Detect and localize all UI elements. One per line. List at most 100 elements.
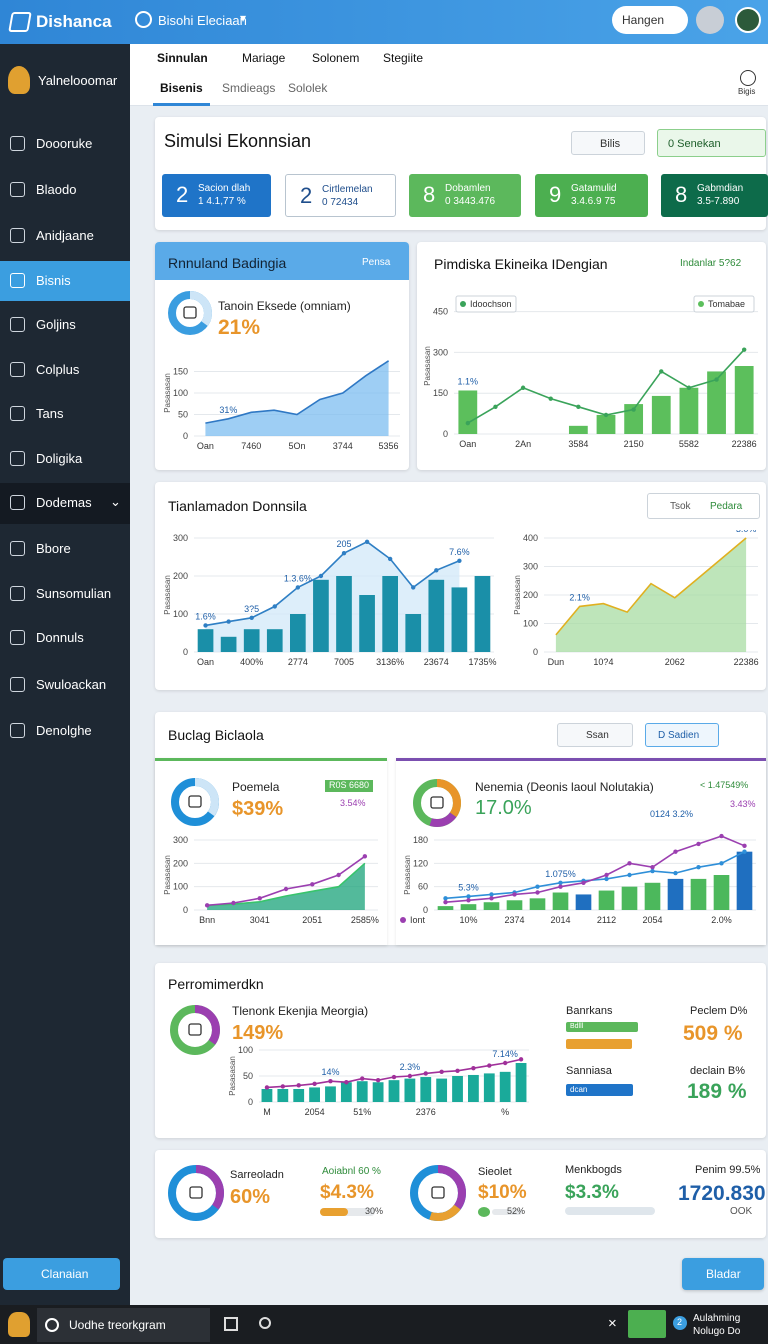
nav-item: Tans	[36, 406, 64, 421]
start-icon[interactable]	[8, 1312, 30, 1337]
stat-label: Penim 99.5%	[695, 1164, 761, 1176]
tab-underline	[153, 103, 210, 106]
taskbar-icon[interactable]	[259, 1317, 271, 1329]
line-point	[631, 407, 636, 412]
y-tick-label: 200	[173, 858, 188, 868]
nav-icon[interactable]	[10, 317, 25, 332]
y-axis-label: Pasasasan	[228, 1056, 237, 1096]
bar	[261, 1089, 273, 1102]
line-point	[659, 369, 664, 374]
kpi-value: 21%	[218, 316, 261, 339]
x-tick-label: 10?4	[593, 657, 613, 667]
line-point	[673, 870, 678, 876]
tile-value: 9	[549, 182, 562, 207]
progress-fill	[320, 1208, 348, 1216]
bar-title: Sanniasa	[566, 1065, 612, 1077]
line-point	[204, 903, 210, 908]
donut-glyph	[188, 1023, 202, 1036]
taskbar-icon[interactable]	[224, 1317, 238, 1331]
line-point	[604, 876, 609, 882]
button-text: Bladar	[706, 1267, 741, 1281]
nav-icon[interactable]	[10, 495, 25, 510]
taskbar-search[interactable]: Uodhe treorkgram	[37, 1308, 210, 1342]
bar	[277, 1089, 289, 1102]
line-point	[673, 849, 678, 854]
nav-icon[interactable]	[10, 451, 25, 466]
search-icon	[45, 1318, 59, 1332]
bar	[451, 587, 468, 652]
button-text: 0 Senekan	[668, 138, 721, 150]
dropdown[interactable]: Bilis	[571, 131, 645, 155]
stat-sub: OOK	[730, 1206, 753, 1217]
alert-button[interactable]	[696, 6, 724, 34]
search-button[interactable]: Hangen	[612, 6, 688, 34]
donut-icon	[170, 1005, 220, 1055]
sidebar-button[interactable]: Clanaian	[3, 1258, 120, 1290]
line-point	[264, 1085, 270, 1090]
x-tick-label: 7460	[241, 441, 261, 451]
settings-icon[interactable]	[740, 70, 756, 86]
y-tick-label: 300	[173, 835, 188, 845]
chart-controls[interactable]: Tsok Pedara	[647, 493, 760, 519]
nav-icon[interactable]	[10, 362, 25, 377]
line-point	[203, 623, 208, 628]
stat-value: 1720.830	[678, 1182, 766, 1205]
button-text: Hangen	[622, 13, 665, 27]
progress-bar: Bdlll	[566, 1022, 638, 1032]
action-button[interactable]: 0 Senekan	[657, 129, 766, 157]
bar	[499, 1071, 511, 1102]
stat-tile: 8 Gabmdian 3.5-7.890	[661, 174, 768, 217]
x-tick-label: 2585%	[351, 915, 379, 925]
nav-icon[interactable]	[10, 541, 25, 556]
footer-button[interactable]: Bladar	[682, 1258, 764, 1290]
nav-item: Swuloackan	[36, 677, 107, 692]
nav-icon[interactable]	[10, 723, 25, 738]
nav-icon[interactable]	[10, 273, 25, 288]
action-button[interactable]: D Sadien	[645, 723, 719, 747]
bar	[568, 425, 588, 434]
line-point	[650, 868, 655, 874]
bar	[359, 595, 375, 652]
nav-icon[interactable]	[10, 182, 25, 197]
legend-label: Iont	[410, 915, 426, 925]
badge: R0S 6680	[325, 780, 374, 792]
nav-icon[interactable]	[10, 630, 25, 645]
avatar[interactable]	[735, 7, 761, 33]
nav-icon[interactable]	[10, 586, 25, 601]
stat-value: 60%	[230, 1186, 271, 1208]
dropdown[interactable]: Ssan	[557, 723, 633, 747]
y-axis-label: Pasasasan	[513, 575, 522, 615]
bar	[460, 904, 477, 910]
nav-icon[interactable]	[10, 136, 25, 151]
x-tick-label: 2.0%	[711, 915, 732, 925]
y-tick-label: 0	[183, 905, 188, 915]
tile-sub: 0 72434	[322, 197, 359, 208]
control: Tsok	[670, 501, 691, 512]
nav-icon[interactable]	[10, 228, 25, 243]
tray-icon[interactable]	[628, 1310, 666, 1338]
line-point	[411, 585, 416, 590]
y-tick-label: 200	[523, 590, 538, 600]
search-text: Uodhe treorkgram	[69, 1318, 166, 1332]
y-tick-label: 400	[523, 533, 538, 543]
donut-glyph	[188, 795, 202, 808]
y-tick-label: 50	[178, 410, 188, 420]
tile-sub: 0 3443.476	[445, 196, 496, 207]
line-point	[603, 412, 609, 418]
x-tick-label: 51%	[353, 1107, 371, 1117]
area	[555, 538, 747, 652]
donut-icon	[168, 1165, 224, 1221]
search-text: Bisohi Eleciaan	[158, 13, 247, 28]
y-tick-label: 100	[173, 609, 188, 619]
line-point	[439, 1069, 444, 1075]
x-tick-label: Oan	[197, 441, 214, 451]
nav-icon[interactable]	[10, 406, 25, 421]
dropdown-text: Bilis	[600, 138, 621, 150]
nav-icon[interactable]	[10, 677, 25, 692]
bar	[313, 579, 329, 652]
bar	[736, 851, 753, 910]
bar	[529, 898, 546, 910]
dropdown-text: Ssan	[586, 730, 609, 741]
x-tick-label: 22386	[732, 439, 757, 449]
